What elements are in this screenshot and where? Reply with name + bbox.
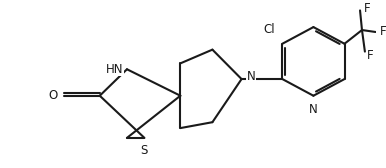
Text: O: O <box>49 89 58 102</box>
Text: HN: HN <box>105 63 123 76</box>
Text: N: N <box>246 70 255 83</box>
Text: S: S <box>141 144 148 157</box>
Text: Cl: Cl <box>263 23 274 36</box>
Text: F: F <box>364 2 371 15</box>
Text: N: N <box>309 103 318 116</box>
Text: F: F <box>379 26 386 38</box>
Text: F: F <box>367 49 374 62</box>
